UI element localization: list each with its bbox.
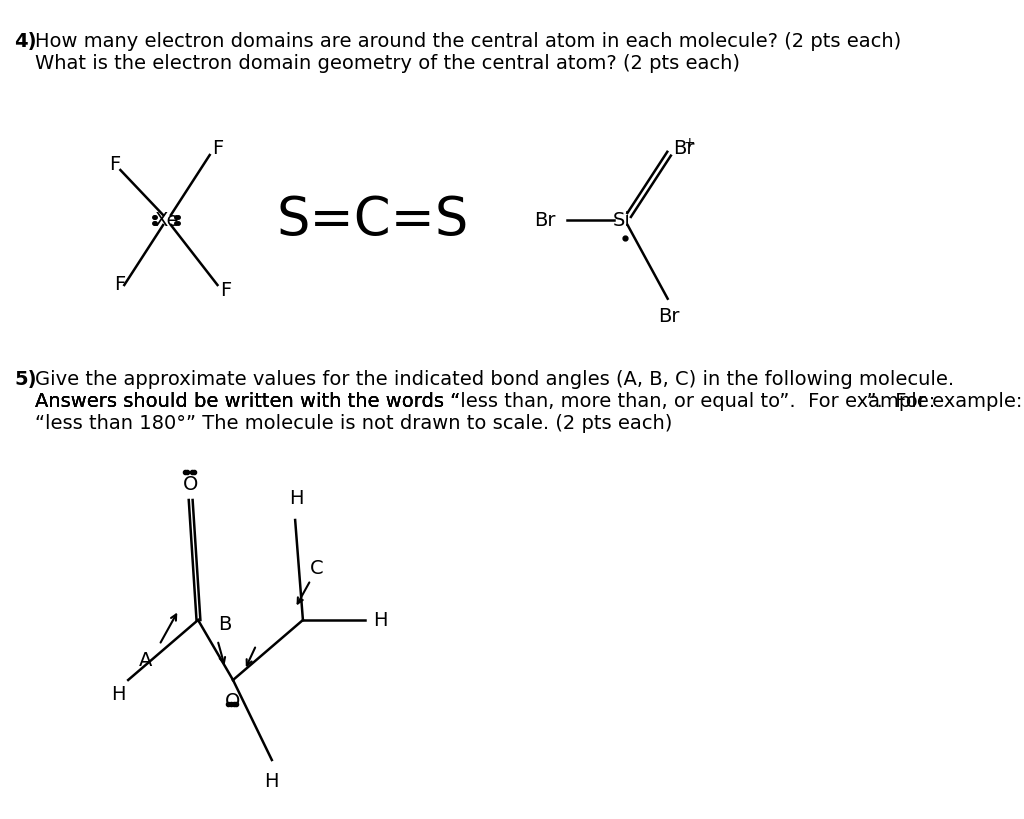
Text: What is the electron domain geometry of the central atom? (2 pts each): What is the electron domain geometry of … xyxy=(35,54,740,73)
Text: Answers should be written with the words “                                      : Answers should be written with the words… xyxy=(35,392,1022,411)
Text: F: F xyxy=(109,156,120,174)
Text: Br: Br xyxy=(658,307,680,326)
Text: S=C=S: S=C=S xyxy=(276,194,469,246)
Text: O: O xyxy=(225,692,241,711)
Text: H: H xyxy=(112,685,126,704)
Text: 4): 4) xyxy=(14,32,37,51)
Text: B: B xyxy=(218,616,231,635)
Text: Xe: Xe xyxy=(155,210,179,229)
Text: F: F xyxy=(212,138,223,157)
Text: F: F xyxy=(115,275,125,295)
Text: H: H xyxy=(290,489,304,508)
Text: How many electron domains are around the central atom in each molecule? (2 pts e: How many electron domains are around the… xyxy=(35,32,901,51)
Text: Answers should be written with the words “: Answers should be written with the words… xyxy=(35,392,460,411)
Text: Answers should be written with the words “less than, more than, or equal to”.  F: Answers should be written with the words… xyxy=(35,392,935,411)
Text: 5): 5) xyxy=(14,370,37,389)
Text: Br: Br xyxy=(673,139,694,158)
Text: O: O xyxy=(182,476,198,495)
Text: Si: Si xyxy=(612,210,631,229)
Text: F: F xyxy=(220,280,231,300)
Text: +: + xyxy=(683,136,694,150)
Text: A: A xyxy=(138,650,152,669)
Text: H: H xyxy=(264,772,280,791)
Text: “less than 180°” The molecule is not drawn to scale. (2 pts each): “less than 180°” The molecule is not dra… xyxy=(35,414,673,433)
Text: C: C xyxy=(310,559,324,577)
Text: Br: Br xyxy=(534,210,555,229)
Text: Give the approximate values for the indicated bond angles (A, B, C) in the follo: Give the approximate values for the indi… xyxy=(35,370,954,389)
Text: H: H xyxy=(373,610,387,630)
